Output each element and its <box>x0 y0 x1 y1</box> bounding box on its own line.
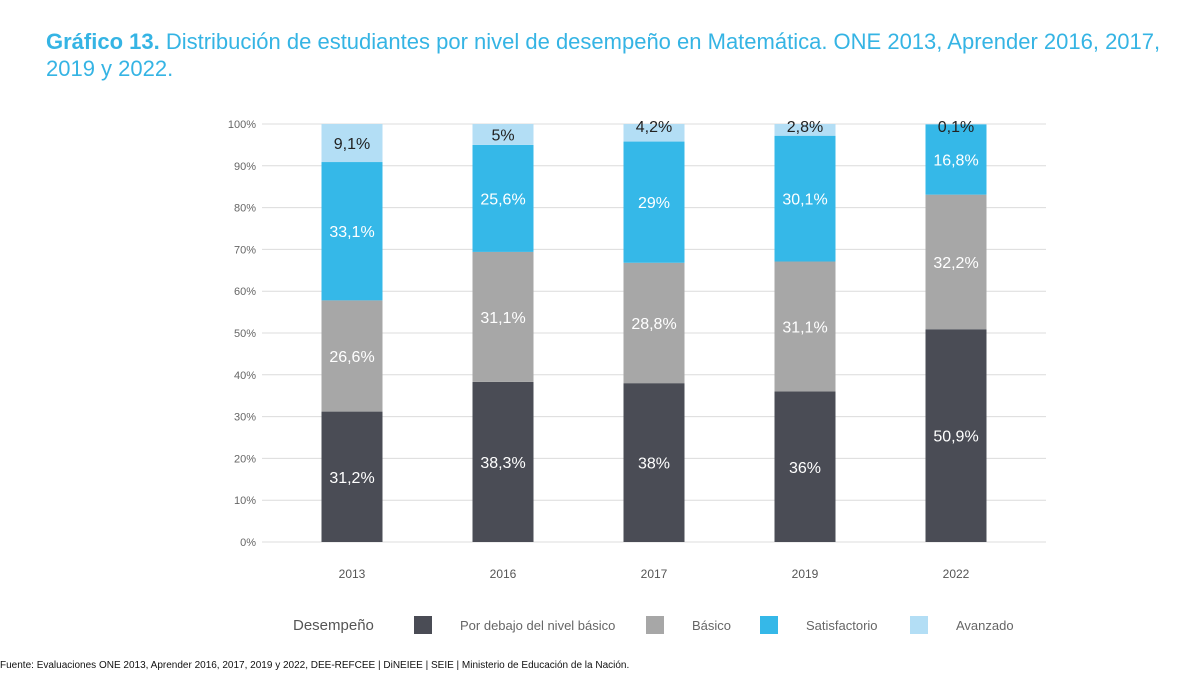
x-tick-label: 2013 <box>339 567 366 581</box>
y-tick-label: 20% <box>234 453 256 465</box>
legend-swatch <box>760 616 778 634</box>
bar-segment <box>623 141 685 263</box>
y-tick-label: 50% <box>234 328 256 340</box>
bar-segment <box>321 124 383 163</box>
data-label: 0,1% <box>938 119 974 136</box>
data-label: 4,2% <box>636 119 672 136</box>
legend-label: Avanzado <box>956 618 1014 633</box>
bar-segment <box>774 124 836 136</box>
legend-title: Desempeño <box>293 617 374 634</box>
y-tick-label: 0% <box>240 537 256 549</box>
bar-segment <box>623 383 685 542</box>
chart-title-number: Gráfico 13. <box>46 29 160 54</box>
bar-segment <box>321 300 383 412</box>
data-label: 26,6% <box>329 349 374 366</box>
data-label: 30,1% <box>782 192 827 209</box>
bar-segment <box>925 124 987 195</box>
source-note: Fuente: Evaluaciones ONE 2013, Aprender … <box>0 660 630 671</box>
data-label: 38% <box>638 456 670 473</box>
bar-segment <box>774 391 836 542</box>
bar-segment <box>774 261 836 392</box>
legend-label: Básico <box>692 618 732 633</box>
chart-title-text: Distribución de estudiantes por nivel de… <box>46 29 1161 81</box>
x-tick-label: 2022 <box>943 567 970 581</box>
bar-segment <box>623 262 685 384</box>
legend-swatch <box>646 616 664 634</box>
data-label: 32,2% <box>933 255 978 272</box>
data-label: 33,1% <box>329 224 374 241</box>
x-tick-label: 2016 <box>490 567 517 581</box>
x-tick-label: 2019 <box>792 567 819 581</box>
bar-segment <box>472 124 534 145</box>
y-tick-label: 80% <box>234 203 256 215</box>
y-tick-label: 70% <box>234 244 256 256</box>
data-label: 9,1% <box>334 136 370 153</box>
bar-segment <box>472 251 534 382</box>
chart-title: Gráfico 13. Distribución de estudiantes … <box>46 28 1166 82</box>
y-tick-label: 10% <box>234 495 256 507</box>
y-tick-label: 60% <box>234 286 256 298</box>
data-label: 31,1% <box>782 320 827 337</box>
data-label: 31,2% <box>329 470 374 487</box>
x-tick-label: 2017 <box>641 567 668 581</box>
data-label: 25,6% <box>480 191 525 208</box>
data-label: 2,8% <box>787 119 823 136</box>
y-tick-label: 30% <box>234 412 256 424</box>
bar-segment <box>925 194 987 330</box>
bar-segment <box>321 162 383 301</box>
data-label: 28,8% <box>631 316 676 333</box>
chart-legend: Desempeño Por debajo del nivel básico Bás… <box>0 610 1200 640</box>
y-tick-label: 90% <box>234 161 256 173</box>
bar-segment <box>774 135 836 262</box>
legend-label: Satisfactorio <box>806 618 878 633</box>
data-label: 5% <box>491 127 514 144</box>
y-tick-label: 100% <box>228 119 256 131</box>
legend-swatch <box>414 616 432 634</box>
legend-label: Por debajo del nivel básico <box>460 618 616 633</box>
legend-swatch <box>910 616 928 634</box>
data-label: 16,8% <box>933 153 978 170</box>
data-label: 29% <box>638 195 670 212</box>
bar-segment <box>472 144 534 252</box>
stacked-bar-chart: 0% 10% 20% 30% 40% 50% 60% 70% 80% 90% 100% 31,2% 26… <box>228 119 1046 581</box>
data-label: 50,9% <box>933 429 978 446</box>
data-label: 36% <box>789 460 821 477</box>
data-label: 38,3% <box>480 455 525 472</box>
bar-segment <box>925 329 987 542</box>
bar-segment <box>321 411 383 542</box>
y-tick-label: 40% <box>234 370 256 382</box>
bar-segment <box>623 124 685 142</box>
data-label: 31,1% <box>480 310 525 327</box>
bar-segment <box>472 381 534 542</box>
